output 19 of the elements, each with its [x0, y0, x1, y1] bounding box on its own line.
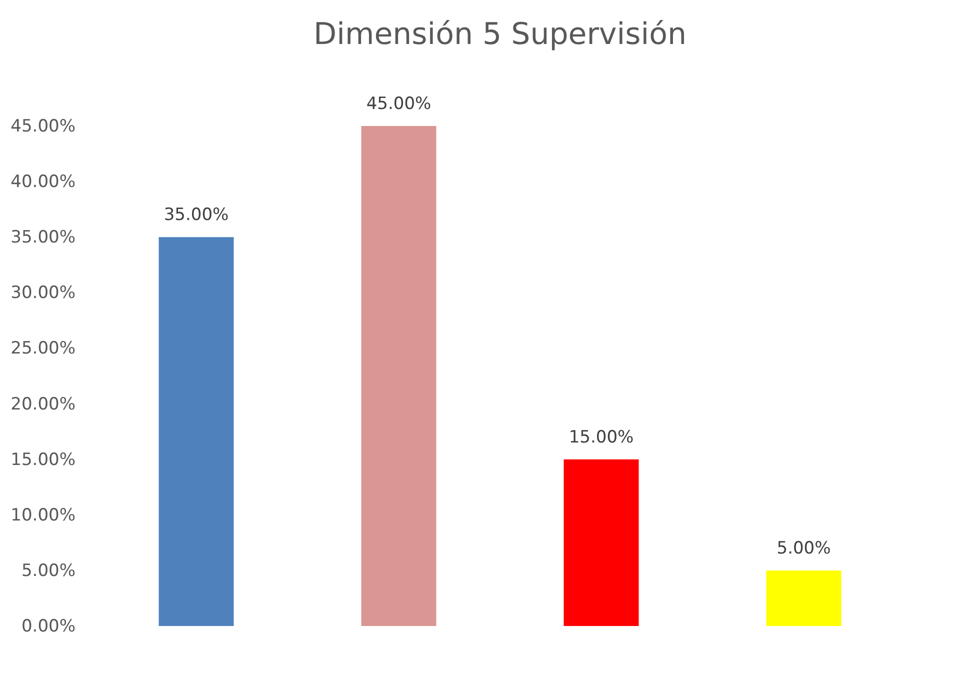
y-tick-label: 0.00%	[21, 616, 76, 636]
data-label: 45.00%	[366, 94, 432, 114]
data-label: 5.00%	[776, 538, 831, 558]
data-label: 35.00%	[164, 205, 229, 226]
chart-title: Dimensión 5 Supervisión	[314, 17, 686, 52]
y-tick-label: 30.00%	[10, 283, 76, 304]
bar	[158, 237, 234, 626]
y-tick-label: 45.00%	[10, 116, 76, 136]
y-tick-label: 20.00%	[10, 394, 76, 414]
y-tick-label: 40.00%	[10, 172, 76, 192]
bar	[564, 459, 639, 626]
y-tick-label: 35.00%	[10, 228, 76, 248]
y-tick-label: 15.00%	[10, 450, 76, 470]
y-tick-label: 10.00%	[10, 505, 76, 526]
data-label: 15.00%	[568, 427, 634, 448]
bar	[361, 126, 436, 626]
y-tick-label: 25.00%	[10, 338, 76, 359]
bar	[766, 570, 842, 626]
y-tick-label: 5.00%	[21, 560, 76, 581]
